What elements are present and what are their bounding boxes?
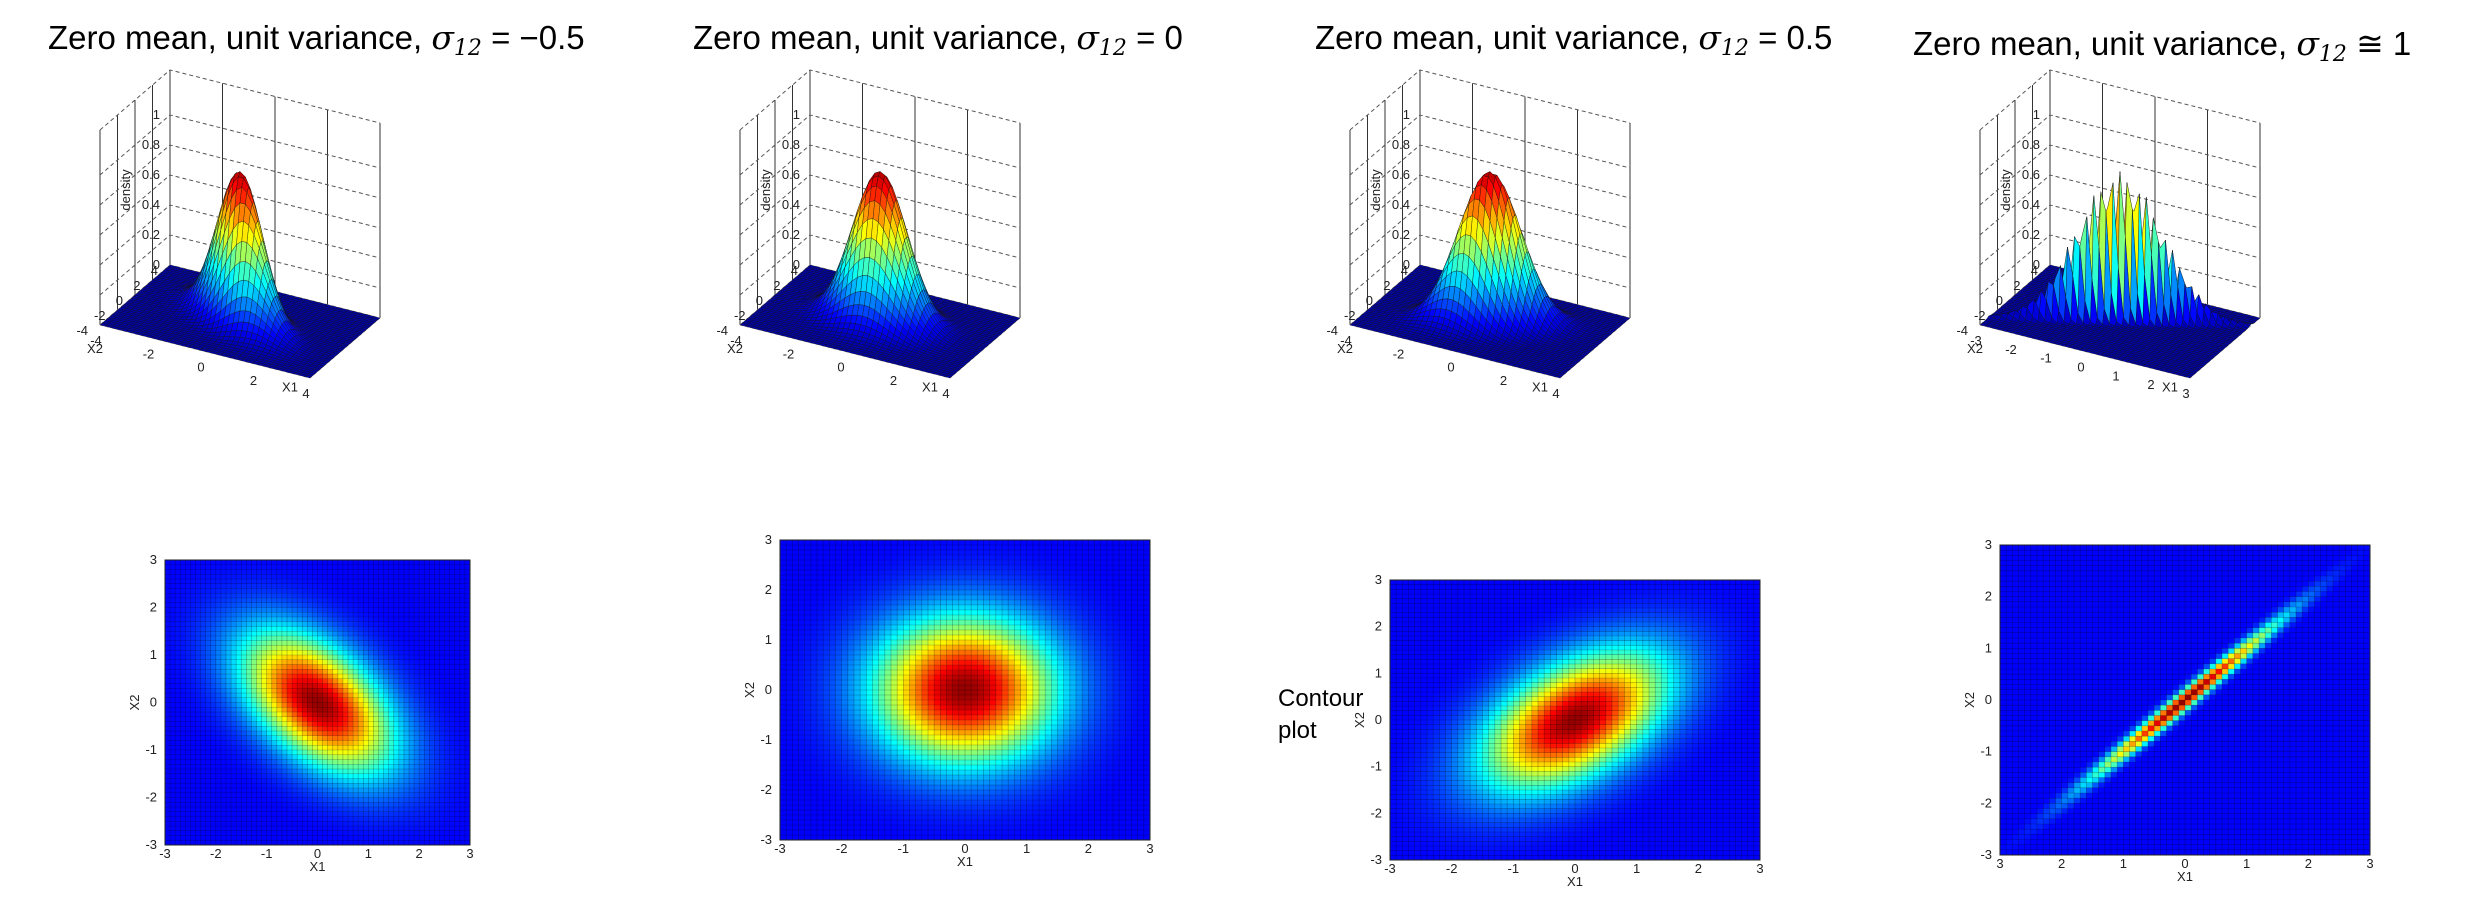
x-tick-label: 4 [1552,386,1559,401]
title-symbol: σ [1076,18,1099,57]
panel-4-title: Zero mean, unit variance, σ12 ≅ 1 [1913,24,2411,67]
z-tick-label: 0.6 [142,167,160,182]
z-axis-label: density [118,169,133,211]
surface-grid [1979,69,2261,379]
y-tick-label: -4 [716,323,728,338]
x-tick-label: 2 [890,373,897,388]
x-axis-label: X1 [1532,380,1548,395]
x-axis-label: X1 [282,380,298,395]
title-symbol: σ [431,18,454,57]
title-subscript: 12 [1099,36,1127,61]
x-tick-label: -4 [1340,333,1352,348]
density-surface [99,171,381,379]
x-tick-label: 0 [837,360,844,375]
surface-patch [944,375,953,379]
x-tick-label: -4 [730,333,742,348]
surface-axes [1979,69,2261,379]
surface-axes [99,69,381,379]
z-tick-label: 0 [1403,257,1410,272]
y-tick-label: -4 [76,323,88,338]
title-prefix: Zero mean, unit variance, [1913,25,2287,62]
x-tick-label: -2 [783,346,795,361]
title-symbol: σ [1698,18,1721,57]
surface-axes [739,69,1021,379]
y-tick-label: 0 [1366,293,1373,308]
title-prefix: Zero mean, unit variance, [48,19,422,56]
z-tick-label: 0 [793,257,800,272]
z-tick-label: 1 [153,107,160,122]
y-tick-label: -4 [1326,323,1338,338]
surface-patch [1554,375,1563,379]
surface-plot-4: 00.20.40.60.81density420-2-4X2-3-2-10123… [1956,69,2261,401]
title-subscript: 12 [1721,36,1749,61]
y-tick-label: 4 [1401,263,1408,278]
y-axis-label: X2 [727,341,743,356]
density-surface [1349,171,1631,379]
z-axis-label: density [758,169,773,211]
z-tick-label: 0 [153,257,160,272]
title-relation: ≅ [2356,25,2384,62]
y-tick-label: 4 [151,263,158,278]
title-symbol: σ [2296,24,2319,63]
x-tick-label: 2 [1500,373,1507,388]
x-tick-label: -2 [1393,346,1405,361]
z-tick-label: 0.2 [1392,227,1410,242]
x-tick-label: 2 [250,373,257,388]
title-value: −0.5 [520,19,585,56]
title-value: 1 [2393,25,2411,62]
z-tick-label: 1 [793,107,800,122]
z-axis-label: density [1368,169,1383,211]
y-tick-label: -2 [1344,308,1356,323]
y-axis-label: X2 [87,341,103,356]
title-subscript: 12 [454,36,482,61]
surface-patch [304,375,313,379]
z-tick-label: 1 [1403,107,1410,122]
x-tick-label: 4 [942,386,949,401]
panel-1-title: Zero mean, unit variance, σ12 = −0.5 [48,18,585,61]
panel-2-title: Zero mean, unit variance, σ12 = 0 [693,18,1183,61]
y-tick-label: 4 [791,263,798,278]
y-tick-label: 2 [773,278,780,293]
x-tick-label: -2 [143,346,155,361]
y-tick-label: -2 [94,308,106,323]
z-tick-label: 0.6 [782,167,800,182]
y-tick-label: 0 [116,293,123,308]
z-tick-label: 0.6 [1392,167,1410,182]
title-relation: = [491,19,510,56]
z-tick-label: 0.8 [782,137,800,152]
title-relation: = [1758,19,1777,56]
y-tick-label: -2 [734,308,746,323]
z-tick-label: 0.4 [782,197,800,212]
title-prefix: Zero mean, unit variance, [1315,19,1689,56]
x-tick-label: 0 [1447,360,1454,375]
title-value: 0 [1165,19,1183,56]
z-tick-label: 0.2 [782,227,800,242]
y-tick-label: 2 [133,278,140,293]
z-tick-label: 0.4 [142,197,160,212]
y-tick-label: 0 [756,293,763,308]
x-axis-label: X1 [922,380,938,395]
title-value: 0.5 [1787,19,1833,56]
title-prefix: Zero mean, unit variance, [693,19,1067,56]
surface-axes [1349,69,1631,379]
z-tick-label: 0.4 [1392,197,1410,212]
x-tick-label: 0 [197,360,204,375]
x-tick-label: -4 [90,333,102,348]
title-subscript: 12 [2319,42,2347,67]
x-tick-label: 4 [302,386,309,401]
z-tick-label: 0.2 [142,227,160,242]
density-surface [739,171,1021,379]
y-tick-label: 2 [1383,278,1390,293]
panel-3-title: Zero mean, unit variance, σ12 = 0.5 [1315,18,1832,61]
density-surface [1979,171,2261,379]
y-axis-label: X2 [1337,341,1353,356]
z-tick-label: 0.8 [1392,137,1410,152]
title-relation: = [1136,19,1155,56]
z-tick-label: 0.8 [142,137,160,152]
